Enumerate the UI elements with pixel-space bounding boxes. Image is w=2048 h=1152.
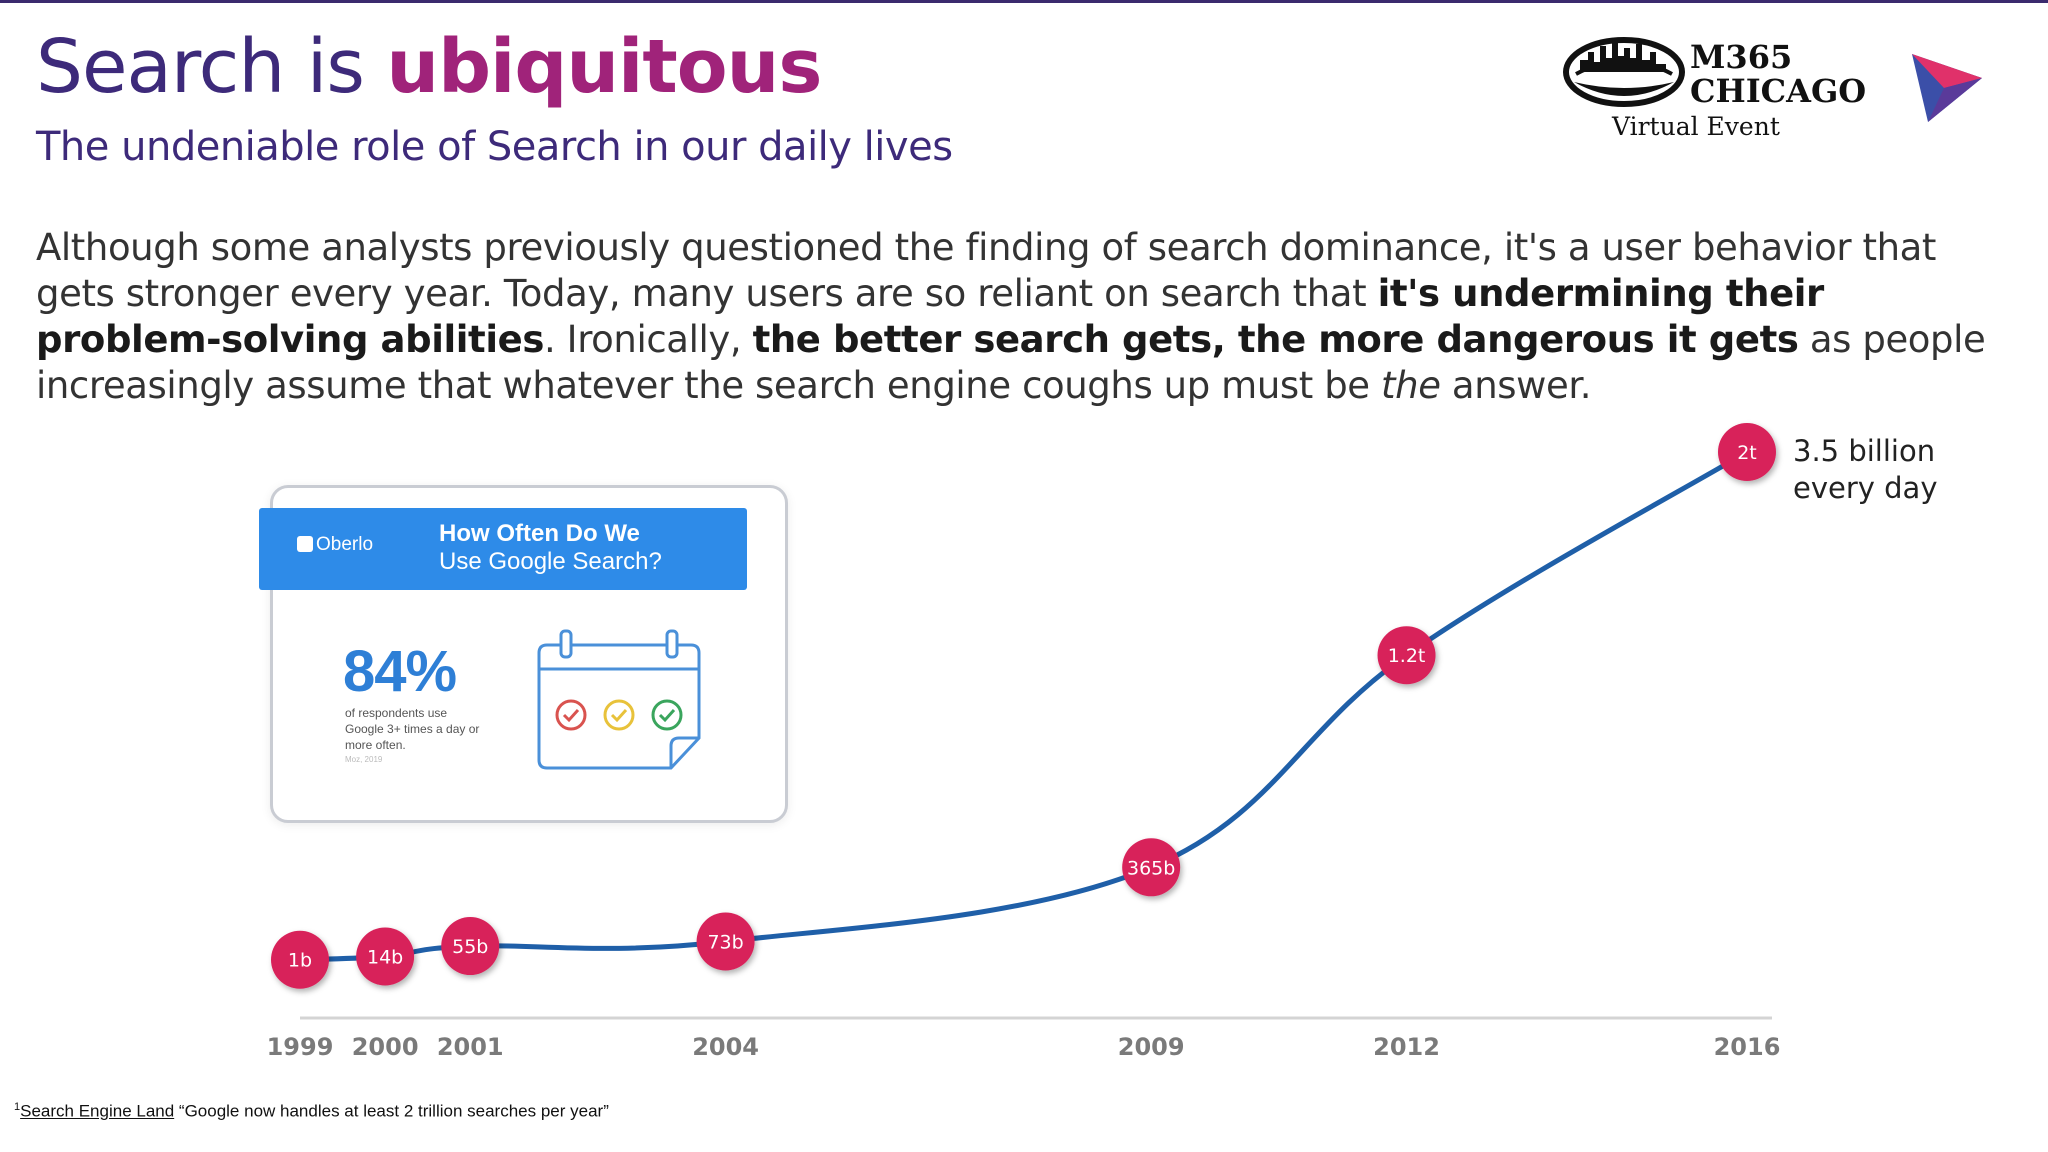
card-source: Moz, 2019 (345, 755, 383, 764)
top-rule (0, 0, 2048, 3)
play-triangle-logo (1912, 54, 1982, 122)
m365-chicago-logo: M365 CHICAGO Virtual Event (1562, 28, 1866, 148)
data-marker (1377, 626, 1436, 685)
card-heading-2: Use Google Search? (439, 548, 662, 575)
data-marker (441, 917, 500, 976)
annotation-line: every day (1793, 471, 1938, 505)
card-heading-1: How Often Do We (439, 520, 640, 547)
para-text-1: Although some analysts previously questi… (36, 226, 1937, 315)
data-point-2004: 73b (696, 912, 755, 971)
para-bold-2: the better search gets, the more dangero… (752, 318, 1799, 361)
data-point-2012: 1.2t (1377, 626, 1436, 685)
footnote-text: “Google now handles at least 2 trillion … (174, 1101, 609, 1121)
data-point-2000: 14b (356, 927, 415, 986)
para-italic: the (1381, 364, 1441, 407)
data-point-1999: 1b (271, 930, 329, 989)
para-bold-1: it's undermining their problem-solving a… (36, 272, 1824, 361)
check-circle-icon (651, 699, 683, 731)
para-text-2: . Ironically, (543, 318, 753, 361)
card-banner: Oberlo How Often Do We Use Google Search… (259, 508, 747, 590)
footnote-link[interactable]: Search Engine Land (20, 1101, 175, 1121)
check-mark-icon (610, 708, 628, 723)
data-label: 2t (1737, 442, 1757, 464)
check-circle-icon (555, 699, 587, 731)
data-marker (271, 930, 329, 989)
title-normal: Search is (36, 24, 387, 110)
page-title: Search is ubiquitous (36, 22, 822, 112)
data-marker (696, 912, 755, 971)
data-marker (356, 927, 415, 986)
check-mark-icon (658, 708, 676, 723)
logo-line-1: M365 (1690, 38, 1793, 76)
chicago-skyline-icon (1563, 37, 1685, 107)
series-line (299, 449, 1749, 963)
logo-line-3: Virtual Event (1612, 112, 1780, 141)
footnote: 1Search Engine Land “Google now handles … (14, 1101, 609, 1122)
data-label: 55b (452, 936, 488, 958)
annotation-label: 3.5 billion every day (1793, 434, 1938, 505)
title-strong: ubiquitous (386, 24, 822, 110)
data-label: 1b (288, 950, 312, 972)
card-percent: 84% (343, 639, 457, 704)
oberlo-logo: Oberlo (297, 534, 373, 556)
check-mark-icon (562, 708, 580, 723)
x-tick-label: 2012 (1373, 1033, 1440, 1061)
data-label: 73b (707, 931, 743, 953)
annotation-line: 3.5 billion (1793, 434, 1935, 468)
para-text-4: answer. (1440, 364, 1592, 407)
body-paragraph: Although some analysts previously questi… (36, 225, 1986, 409)
check-circle-icon (603, 699, 635, 731)
x-tick-label: 1999 (267, 1033, 334, 1061)
x-tick-label: 2004 (692, 1033, 759, 1061)
data-point-2009: 365b (1122, 838, 1181, 897)
card-brand: Oberlo (316, 534, 374, 555)
calendar-icon (537, 629, 701, 770)
page-subtitle: The undeniable role of Search in our dai… (36, 124, 953, 170)
data-point-2001: 55b (441, 917, 500, 976)
card-description: of respondents use Google 3+ times a day… (345, 706, 480, 752)
logo-line-2: CHICAGO (1690, 72, 1867, 110)
para-text-3: as people increasingly assume that whate… (36, 318, 1986, 407)
data-point-2016: 2t (1718, 423, 1776, 481)
oberlo-infographic-card: Oberlo How Often Do We Use Google Search… (259, 485, 788, 823)
x-tick-label: 2016 (1714, 1033, 1781, 1061)
data-marker (1718, 423, 1776, 481)
data-marker (1122, 838, 1181, 897)
footnote-marker: 1 (14, 1101, 21, 1113)
data-label: 1.2t (1388, 645, 1426, 667)
data-label: 365b (1127, 857, 1175, 879)
data-label: 14b (367, 946, 403, 968)
x-tick-label: 2000 (352, 1033, 419, 1061)
x-tick-label: 2009 (1118, 1033, 1185, 1061)
x-tick-label: 2001 (437, 1033, 504, 1061)
